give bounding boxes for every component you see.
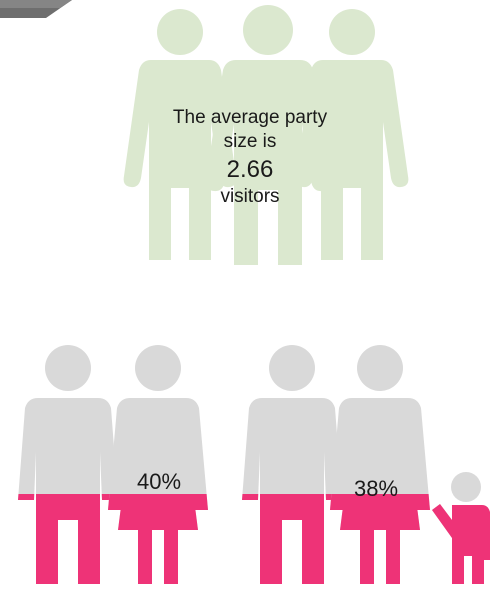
female-figure-icon bbox=[330, 345, 430, 584]
group-of-three-icon bbox=[123, 5, 409, 265]
male-figure-icon bbox=[205, 5, 331, 265]
male-figure-icon bbox=[242, 345, 342, 584]
child-figure-icon bbox=[432, 472, 490, 584]
average-party-line2: size is bbox=[223, 131, 277, 152]
male-figure-icon bbox=[18, 345, 118, 584]
average-party-unit: visitors bbox=[220, 186, 280, 207]
male-figure-icon bbox=[123, 9, 237, 260]
couple-with-child-percent-label: 38% bbox=[354, 476, 399, 501]
average-party-text: The average party size is 2.66 visitors bbox=[160, 106, 340, 210]
couple-figures bbox=[18, 345, 208, 584]
male-figure-icon bbox=[295, 9, 409, 260]
average-party-value: 2.66 bbox=[226, 156, 274, 183]
female-figure-icon bbox=[108, 345, 208, 584]
average-party-line1: The average party bbox=[172, 107, 328, 128]
couple-with-child-figures bbox=[242, 345, 490, 584]
couple-percent-label: 40% bbox=[137, 469, 182, 494]
corner-tab bbox=[0, 0, 72, 18]
